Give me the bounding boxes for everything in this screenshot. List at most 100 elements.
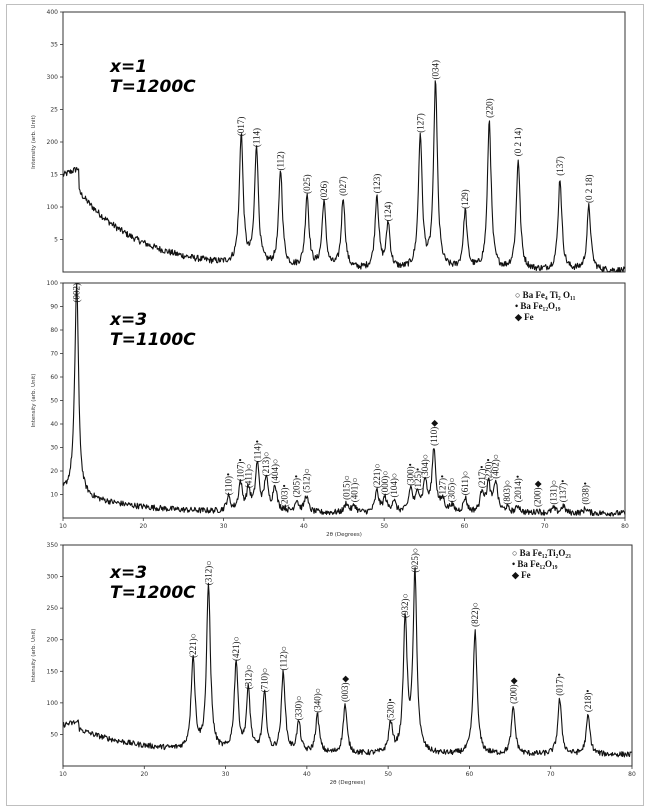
peak-label: (137)• xyxy=(558,480,568,503)
peak-label: (002) xyxy=(72,283,82,303)
peak-label: (003)◆ xyxy=(340,676,350,702)
peak-label: (221)○ xyxy=(188,633,198,658)
legend-entry: • Ba Fe₁₂O₁₉ xyxy=(512,559,558,569)
peak-label: (017) xyxy=(236,117,246,137)
peak-label: (200)◆ xyxy=(532,480,542,506)
y-tick-label: 70 xyxy=(50,351,58,358)
x-tick-label: 70 xyxy=(541,523,549,530)
peak-label: (404)○ xyxy=(270,459,280,484)
peak-label: (213)○ xyxy=(261,451,271,476)
figure-frame xyxy=(6,4,644,806)
peak-label: (025) xyxy=(302,174,312,194)
peak-label: (200)◆ xyxy=(508,677,518,703)
peak-label: (017)• xyxy=(555,673,565,696)
y-tick-label: 300 xyxy=(47,574,59,581)
peak-label: (421)○ xyxy=(231,636,241,661)
peak-label: (512)○ xyxy=(301,468,311,493)
y-tick-label: 100 xyxy=(47,700,59,707)
peak-label: (220) xyxy=(484,98,494,118)
y-tick-label: 10 xyxy=(50,492,58,499)
x-tick-label: 40 xyxy=(303,771,311,778)
peak-label: (112) xyxy=(276,151,286,170)
x-tick-label: 80 xyxy=(628,771,636,778)
y-axis-title: Intensity (arb. Unit) xyxy=(31,374,37,428)
y-tick-label: 200 xyxy=(47,637,59,644)
y-tick-label: 250 xyxy=(47,605,59,612)
y-tick-label: 200 xyxy=(47,139,59,146)
y-tick-label: 80 xyxy=(50,327,58,334)
peak-label: (131)○ xyxy=(549,480,559,505)
peak-label: (304)○ xyxy=(420,454,430,479)
x-tick-label: 60 xyxy=(461,523,469,530)
peak-label: (932)○ xyxy=(400,593,410,618)
diffraction-trace xyxy=(62,567,633,758)
peak-label: (0 2 14) xyxy=(513,128,523,157)
peak-label: (2014)• xyxy=(513,475,523,502)
condition-label: x=3 xyxy=(109,310,147,330)
peak-label: (220)• xyxy=(484,458,494,481)
x-tick-label: 80 xyxy=(621,523,629,530)
peak-label: (402)○ xyxy=(491,454,501,479)
peak-label: (127) xyxy=(415,113,425,133)
peak-label: (110)◆ xyxy=(429,420,439,446)
peak-label: (000)○ xyxy=(380,470,390,495)
x-tick-label: 30 xyxy=(220,523,228,530)
legend-entry: • Ba Fe₁₂O₁₉ xyxy=(515,301,561,311)
y-tick-label: 25 xyxy=(50,107,58,114)
panel-2: 100 90 80 70 60 50 40 30 20 10 10 20 30 40 50 60 70 80 Int… xyxy=(31,280,629,538)
peak-label: (312)○ xyxy=(204,560,214,585)
peak-label: (107)• xyxy=(235,458,245,481)
peak-label: (027) xyxy=(338,176,348,196)
peak-label: (114)• xyxy=(252,440,262,462)
y-tick-label: 90 xyxy=(50,304,58,311)
peak-label: (330)○ xyxy=(294,695,304,720)
peak-label: (127)• xyxy=(438,475,448,498)
x-tick-label: 50 xyxy=(384,771,392,778)
y-tick-label: 350 xyxy=(47,542,59,549)
peak-label: (401)○ xyxy=(349,477,359,502)
y-tick-label: 35 xyxy=(50,42,58,49)
condition-label: x=3 xyxy=(109,563,147,583)
y-tick-label: 400 xyxy=(47,9,59,16)
peak-label: (034) xyxy=(431,60,441,80)
peak-label: (305)○ xyxy=(447,477,457,502)
peak-label: (129) xyxy=(460,189,470,209)
y-tick-label: 150 xyxy=(47,668,59,675)
y-tick-label: 20 xyxy=(50,468,58,475)
x-tick-label: 60 xyxy=(466,771,474,778)
y-tick-label: 100 xyxy=(47,280,59,287)
peak-label: (203)• xyxy=(280,484,290,507)
peak-label: (221)○ xyxy=(372,463,382,488)
peak-label: (0 2 18) xyxy=(584,175,594,204)
peak-label: (124) xyxy=(383,202,393,222)
diffraction-trace xyxy=(62,283,626,517)
y-tick-label: 300 xyxy=(47,74,59,81)
peak-label: (822)○ xyxy=(470,602,480,627)
peak-label: (710)○ xyxy=(260,668,270,693)
y-axis-title: Intensity (arb. Unit) xyxy=(31,629,37,683)
x-tick-label: 10 xyxy=(59,771,67,778)
x-tick-label: 30 xyxy=(222,771,230,778)
x-tick-label: 40 xyxy=(300,523,308,530)
peak-label: (803)○ xyxy=(502,480,512,505)
peak-label: (114) xyxy=(251,128,261,147)
peak-label: (520)• xyxy=(386,698,396,721)
condition-label: T=1200C xyxy=(110,583,196,603)
legend-entry: ◆ Fe xyxy=(514,312,534,322)
condition-label: T=1200C xyxy=(110,77,196,97)
y-tick-label: 60 xyxy=(50,374,58,381)
plot-area xyxy=(62,11,626,273)
peak-label: (025)○ xyxy=(410,548,420,573)
peak-label: (104)○ xyxy=(389,473,399,498)
legend: ○ Ba Fe₄ Ti₂ O₁₁• Ba Fe₁₂O₁₉◆ Fe xyxy=(514,290,576,322)
x-tick-label: 20 xyxy=(139,523,147,530)
peak-label: (137) xyxy=(555,156,565,176)
y-axis-title: Intensity (arb. Unit) xyxy=(31,115,37,169)
x-tick-label: 70 xyxy=(547,771,555,778)
x-axis-title: 2θ (Degrees) xyxy=(330,780,366,786)
peak-label: (125)• xyxy=(413,468,423,491)
peak-label: (218)• xyxy=(583,689,593,712)
y-tick-label: 50 xyxy=(50,398,58,405)
peak-label: (015)○ xyxy=(341,475,351,500)
